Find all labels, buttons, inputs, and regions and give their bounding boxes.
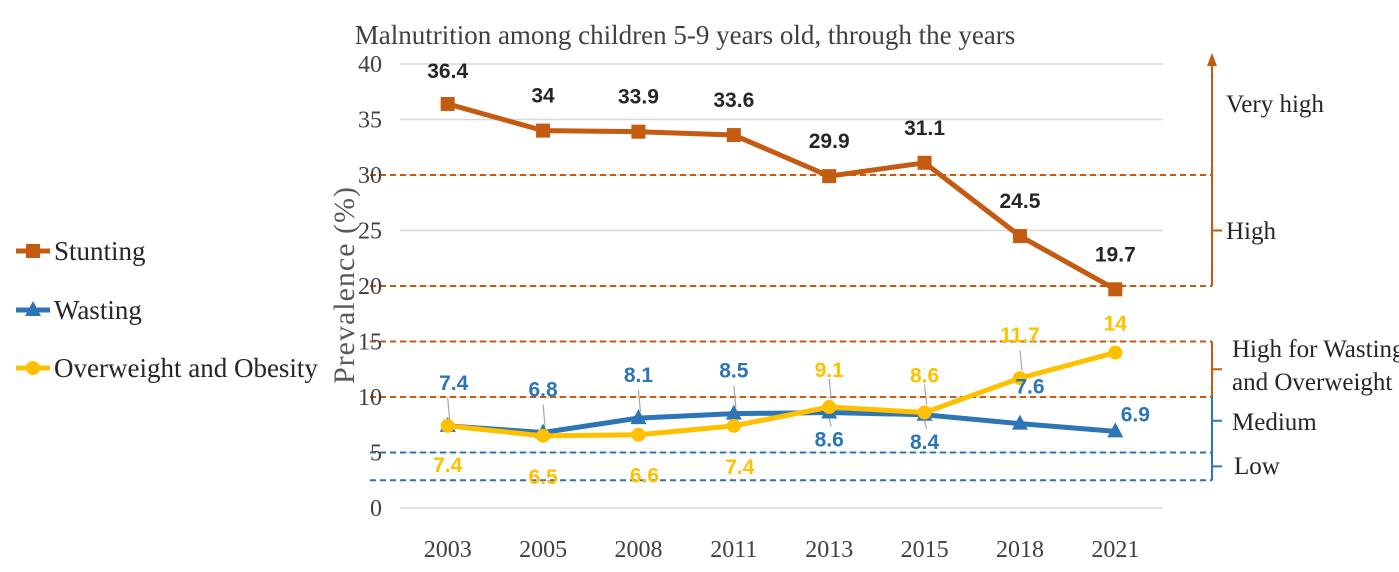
data-label-stunting: 34 bbox=[531, 85, 555, 108]
leader-line bbox=[542, 404, 546, 427]
point-wasting bbox=[1011, 414, 1028, 430]
point-stunting bbox=[536, 123, 551, 138]
y-tick-label: 5 bbox=[370, 441, 382, 467]
leader-line bbox=[923, 420, 928, 429]
y-tick-label: 30 bbox=[358, 163, 382, 189]
y-tick-label: 0 bbox=[370, 496, 382, 522]
point-stunting bbox=[917, 155, 932, 170]
y-tick-label: 35 bbox=[358, 108, 382, 134]
point-overweight-and-obesity bbox=[631, 427, 646, 442]
leader-line bbox=[733, 385, 737, 408]
data-label-overweight-and-obesity: 7.4 bbox=[433, 454, 463, 477]
point-overweight-and-obesity bbox=[536, 428, 551, 443]
data-label-overweight-and-obesity: 6.6 bbox=[630, 465, 659, 488]
band-label-and-overweight: and Overweight bbox=[1232, 369, 1392, 396]
band-label-low: Low bbox=[1234, 453, 1280, 480]
point-overweight-and-obesity bbox=[1108, 345, 1123, 360]
y-tick-label: 10 bbox=[358, 385, 382, 411]
band-label-medium: Medium bbox=[1232, 409, 1317, 436]
leader-line bbox=[828, 378, 832, 400]
data-label-wasting: 8.6 bbox=[815, 429, 844, 452]
x-tick-label: 2013 bbox=[805, 537, 853, 563]
point-wasting bbox=[1107, 422, 1124, 438]
data-label-wasting: 7.4 bbox=[439, 372, 469, 395]
chart-title: Malnutrition among children 5-9 years ol… bbox=[355, 20, 1016, 50]
data-label-overweight-and-obesity: 8.6 bbox=[910, 365, 939, 388]
data-label-wasting: 8.5 bbox=[719, 360, 749, 383]
legend-marker-wasting bbox=[25, 301, 41, 316]
x-tick-label: 2021 bbox=[1091, 537, 1139, 563]
x-tick-label: 2008 bbox=[614, 537, 662, 563]
data-label-overweight-and-obesity: 7.4 bbox=[725, 456, 755, 479]
data-label-overweight-and-obesity: 9.1 bbox=[815, 359, 845, 382]
series-layer bbox=[439, 96, 1124, 443]
data-label-stunting: 19.7 bbox=[1095, 243, 1136, 266]
band-label-high-for-wasting: High for Wasting bbox=[1232, 336, 1399, 363]
x-tick-label: 2015 bbox=[901, 537, 949, 563]
point-wasting bbox=[630, 409, 647, 425]
y-axis-ticks: 0 5 10 15 20 25 30 35 40 bbox=[358, 52, 382, 522]
data-label-overweight-and-obesity: 14 bbox=[1104, 313, 1128, 336]
very-high-arrow-head bbox=[1207, 53, 1217, 66]
point-stunting bbox=[1108, 282, 1123, 297]
y-tick-label: 40 bbox=[358, 52, 382, 78]
legend-label-overweight-and-obesity: Overweight and Obesity bbox=[54, 353, 318, 383]
data-label-wasting: 8.1 bbox=[624, 364, 654, 387]
point-stunting bbox=[726, 128, 741, 143]
point-overweight-and-obesity bbox=[917, 405, 932, 420]
data-label-stunting: 36.4 bbox=[427, 60, 468, 83]
data-label-wasting: 6.8 bbox=[528, 379, 558, 402]
legend-label-stunting: Stunting bbox=[54, 236, 146, 266]
data-label-stunting: 33.9 bbox=[618, 86, 659, 109]
threshold-lines bbox=[370, 174, 1212, 482]
data-label-wasting: 8.4 bbox=[910, 431, 940, 454]
series-line-stunting bbox=[447, 101, 1117, 292]
point-wasting bbox=[725, 404, 742, 420]
data-label-overweight-and-obesity: 11.7 bbox=[1000, 324, 1040, 347]
data-label-stunting: 31.1 bbox=[904, 117, 945, 140]
x-tick-label: 2003 bbox=[424, 537, 472, 563]
leader-line bbox=[923, 384, 928, 405]
data-label-wasting: 6.9 bbox=[1121, 403, 1150, 426]
point-overweight-and-obesity bbox=[726, 418, 741, 433]
x-axis-ticks: 2003 2005 2008 2011 2013 2015 2018 2021 bbox=[424, 537, 1140, 563]
data-label-stunting: 24.5 bbox=[1000, 190, 1041, 213]
y-tick-label: 25 bbox=[358, 219, 382, 245]
data-label-stunting: 29.9 bbox=[809, 130, 850, 153]
leader-line bbox=[828, 418, 832, 427]
band-label-high: High bbox=[1226, 218, 1277, 245]
series-line-wasting bbox=[447, 410, 1116, 436]
y-tick-label: 20 bbox=[358, 274, 382, 300]
data-label-wasting: 7.6 bbox=[1015, 376, 1044, 399]
x-tick-label: 2011 bbox=[710, 537, 757, 563]
category-bands: Very high High High for Wasting and Overwei… bbox=[1207, 53, 1399, 481]
point-overweight-and-obesity bbox=[1012, 371, 1027, 386]
leader-line bbox=[447, 397, 451, 420]
label-leader-lines bbox=[447, 350, 1023, 429]
point-stunting bbox=[822, 169, 837, 184]
point-overweight-and-obesity bbox=[822, 399, 837, 414]
y-axis-title: Prevalence (%) bbox=[328, 186, 361, 384]
point-stunting bbox=[1012, 229, 1027, 244]
band-label-very-high: Very high bbox=[1226, 91, 1324, 118]
leader-line bbox=[1019, 350, 1023, 371]
legend-label-wasting: Wasting bbox=[54, 295, 142, 325]
y-tick-label: 15 bbox=[358, 330, 382, 356]
point-overweight-and-obesity bbox=[440, 418, 455, 433]
legend: Stunting Wasting Overweight and Obesity bbox=[16, 236, 318, 383]
x-tick-label: 2018 bbox=[996, 537, 1044, 563]
point-stunting bbox=[440, 96, 455, 111]
series-line-overweight-and-obesity bbox=[447, 350, 1116, 439]
data-labels: 36.4 34 33.9 33.6 29.9 31.1 24.5 19.7 7.4 6.8 8.1 8… bbox=[427, 60, 1150, 489]
data-label-overweight-and-obesity: 6.5 bbox=[528, 466, 558, 489]
leader-line bbox=[637, 390, 642, 413]
legend-marker-overweight-and-obesity bbox=[26, 361, 40, 375]
data-label-stunting: 33.6 bbox=[713, 89, 754, 112]
x-tick-label: 2005 bbox=[519, 537, 567, 563]
point-stunting bbox=[631, 124, 646, 139]
legend-marker-stunting bbox=[26, 244, 40, 258]
